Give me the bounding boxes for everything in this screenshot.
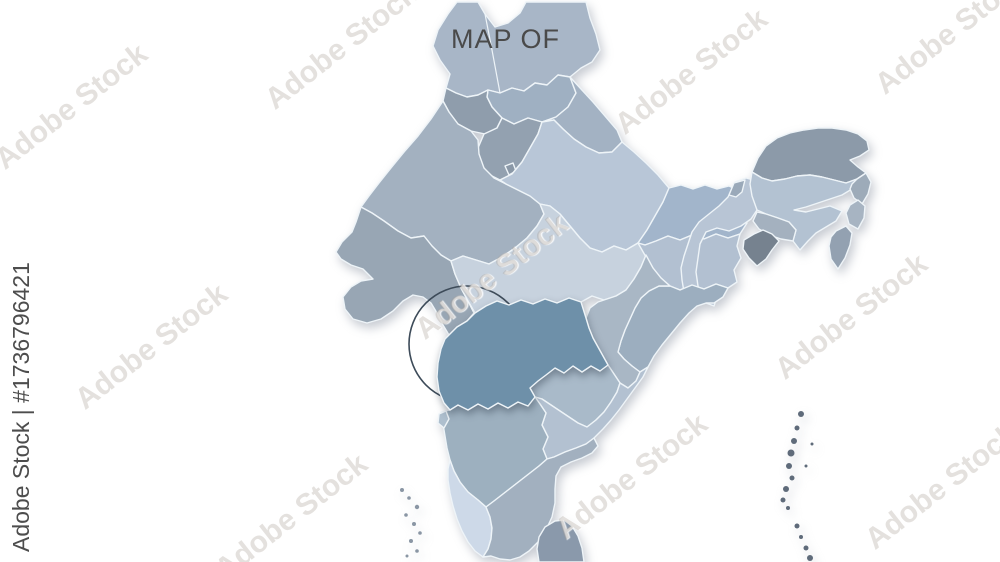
state-meghalaya <box>752 211 797 242</box>
state-sikkim <box>728 179 746 198</box>
state-gujarat <box>335 206 475 336</box>
state-goa <box>437 410 450 429</box>
state-mizoram <box>828 225 853 270</box>
state-manipur <box>845 199 866 230</box>
state-maharashtra <box>436 297 609 411</box>
country-group <box>335 1 872 562</box>
map-title: MAP OF <box>451 24 561 54</box>
highlighted-state-group <box>436 297 609 411</box>
islands-lakshadweep <box>400 488 422 558</box>
state-tripura <box>742 229 780 267</box>
ladakh-boundary-line <box>484 13 501 94</box>
state-tamil-nadu <box>482 437 599 561</box>
islands-andaman-nicobar <box>780 411 814 561</box>
adobe-stock-id-watermark: Adobe Stock | #1736796421 <box>8 262 34 552</box>
country-sri-lanka <box>536 519 585 562</box>
